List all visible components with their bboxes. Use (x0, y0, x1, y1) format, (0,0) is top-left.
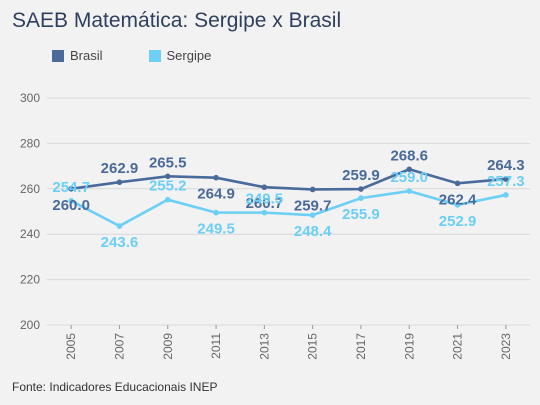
data-label-sergipe-2019: 259.0 (390, 169, 428, 186)
legend: Brasil Sergipe (52, 48, 257, 63)
data-point-sergipe-2015 (309, 212, 316, 218)
data-point-brasil-2015 (309, 186, 316, 193)
y-tick-label-220: 220 (20, 273, 40, 287)
y-tick-label-200: 200 (20, 318, 40, 332)
x-tick-label-2021: 2021 (451, 333, 465, 360)
legend-label-sergipe: Sergipe (166, 48, 212, 63)
source-note: Fonte: Indicadores Educacionais INEP (12, 380, 218, 394)
x-tick-label-2017: 2017 (354, 333, 368, 360)
data-label-brasil-2009: 265.5 (149, 154, 187, 171)
data-point-brasil-2019 (406, 166, 413, 173)
data-point-brasil-2011 (213, 174, 219, 181)
data-point-brasil-2005 (68, 186, 74, 192)
x-tick-label-2019: 2019 (402, 333, 416, 360)
data-label-brasil-2023: 264.3 (487, 157, 525, 174)
data-label-brasil-2011: 264.9 (197, 186, 235, 203)
y-tick-label-280: 280 (20, 136, 40, 150)
series-line-brasil (70, 167, 506, 191)
data-point-sergipe-2017 (358, 195, 364, 201)
data-label-sergipe-2009: 255.2 (149, 178, 187, 195)
data-point-brasil-2009 (164, 173, 171, 180)
x-tick-label-2009: 2009 (161, 333, 175, 360)
data-point-brasil-2017 (358, 186, 364, 192)
data-label-sergipe-2017: 255.9 (342, 206, 380, 223)
chart-title: SAEB Matemática: Sergipe x Brasil (12, 9, 342, 32)
data-label-brasil-2007: 262.9 (101, 160, 139, 177)
data-point-brasil-2007 (116, 179, 123, 186)
legend-swatch-brasil (52, 49, 64, 62)
data-label-sergipe-2011: 249.5 (197, 221, 235, 238)
data-label-sergipe-2005: 254.7 (52, 179, 90, 196)
data-point-brasil-2023 (503, 176, 509, 182)
data-label-brasil-2005: 260.0 (52, 197, 90, 214)
data-point-sergipe-2021 (454, 202, 461, 208)
x-tick-label-2023: 2023 (499, 333, 513, 360)
data-point-sergipe-2011 (213, 209, 219, 216)
data-label-brasil-2013: 260.7 (246, 195, 284, 212)
data-point-brasil-2013 (261, 184, 268, 191)
data-label-sergipe-2007: 243.6 (101, 234, 139, 251)
x-tick-label-2007: 2007 (112, 333, 126, 360)
data-point-sergipe-2007 (116, 223, 123, 229)
data-point-sergipe-2019 (406, 188, 413, 194)
y-tick-label-260: 260 (20, 182, 40, 196)
data-label-brasil-2019: 268.6 (390, 147, 428, 164)
data-label-sergipe-2013: 249.5 (246, 191, 284, 208)
data-label-sergipe-2023: 257.3 (487, 173, 525, 190)
x-tick-label-2011: 2011 (209, 333, 223, 359)
data-point-brasil-2021 (454, 180, 461, 187)
x-tick-label-2005: 2005 (64, 333, 78, 360)
data-label-brasil-2017: 259.9 (342, 167, 380, 184)
y-tick-label-240: 240 (20, 227, 40, 241)
series-line-sergipe (70, 189, 507, 228)
legend-item-brasil[interactable]: Brasil (52, 48, 103, 63)
data-point-sergipe-2005 (68, 198, 74, 204)
data-point-sergipe-2009 (164, 196, 171, 203)
data-label-sergipe-2021: 252.9 (439, 213, 477, 230)
line-chart: 200 220 240 260 280 300 2005 2007 2009 2011 2013 20… (20, 91, 530, 360)
legend-item-sergipe[interactable]: Sergipe (148, 48, 212, 63)
data-point-sergipe-2023 (503, 192, 509, 198)
data-label-brasil-2021: 262.4 (439, 191, 477, 208)
data-point-sergipe-2013 (261, 209, 268, 216)
x-tick-label-2015: 2015 (306, 333, 320, 360)
data-label-sergipe-2015: 248.4 (294, 223, 332, 240)
legend-swatch-sergipe (148, 49, 161, 62)
y-tick-label-300: 300 (20, 91, 40, 105)
data-label-brasil-2015: 259.7 (294, 197, 332, 214)
x-tick-label-2013: 2013 (257, 333, 271, 360)
legend-label-brasil: Brasil (70, 48, 103, 63)
